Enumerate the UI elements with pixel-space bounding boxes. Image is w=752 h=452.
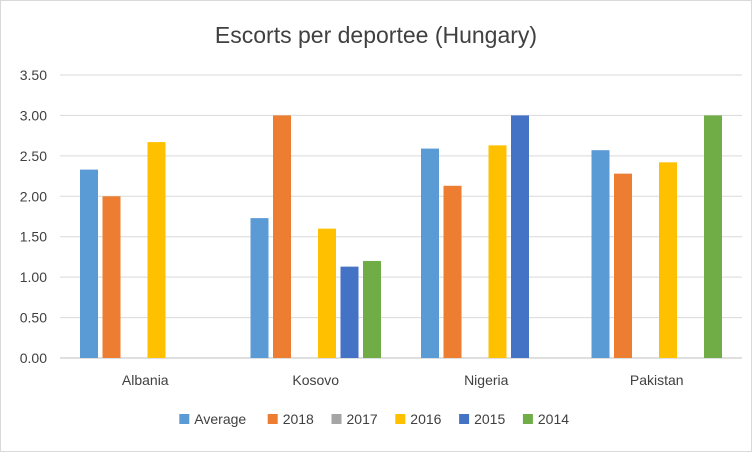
bar-pakistan-2016 [659, 162, 677, 358]
y-tick-label: 0.00 [20, 350, 47, 366]
bars [80, 115, 722, 358]
x-tick-label: Nigeria [464, 372, 509, 388]
legend-swatch [331, 414, 342, 424]
legend-swatch [267, 414, 278, 424]
bar-nigeria-2015 [511, 115, 529, 358]
bar-kosovo-2015 [340, 266, 359, 358]
x-axis-ticks: Albania Kosovo Nigeria Pakistan [122, 372, 684, 388]
bar-pakistan-average [591, 150, 610, 358]
bar-nigeria-2018 [443, 185, 462, 358]
bar-kosovo-average [250, 218, 269, 358]
bar-kosovo-2014 [363, 260, 381, 358]
y-tick-label: 1.50 [20, 229, 47, 245]
bar-albania-average [80, 169, 98, 358]
y-tick-label: 3.50 [20, 67, 47, 83]
bar-nigeria-average [421, 148, 439, 358]
y-tick-label: 0.50 [20, 310, 47, 326]
bar-kosovo-2018 [273, 115, 291, 358]
bar-albania-2016 [147, 142, 166, 358]
y-tick-label: 1.00 [20, 269, 47, 285]
legend-label: 2014 [538, 411, 569, 427]
x-tick-label: Albania [122, 372, 169, 388]
legend-label: 2017 [347, 411, 378, 427]
legend-item-2016: 2016 [395, 411, 442, 427]
bar-nigeria-2016 [488, 145, 507, 358]
y-axis-ticks: 0.00 0.50 1.00 1.50 2.00 2.50 3.00 3.50 [20, 67, 47, 366]
bar-pakistan-2014 [704, 115, 722, 358]
legend: Average 2018 2017 2016 2015 2014 [179, 411, 569, 427]
legend-swatch [179, 414, 190, 424]
bar-kosovo-2016 [318, 228, 336, 358]
y-tick-label: 2.00 [20, 188, 47, 204]
x-tick-label: Pakistan [630, 372, 684, 388]
legend-item-2017: 2017 [331, 411, 378, 427]
legend-item-average: Average [179, 411, 246, 427]
legend-swatch [522, 414, 533, 424]
legend-item-2018: 2018 [267, 411, 314, 427]
legend-swatch [459, 414, 470, 424]
bar-pakistan-2018 [614, 173, 632, 358]
chart-title: Escorts per deportee (Hungary) [215, 22, 537, 48]
legend-item-2014: 2014 [522, 411, 569, 427]
legend-label: 2016 [410, 411, 441, 427]
legend-item-2015: 2015 [459, 411, 505, 427]
x-tick-label: Kosovo [292, 372, 339, 388]
legend-label: 2015 [474, 411, 505, 427]
y-tick-label: 3.00 [20, 107, 47, 123]
legend-swatch [395, 414, 406, 424]
legend-label: 2018 [283, 411, 314, 427]
bar-albania-2018 [102, 196, 121, 358]
y-tick-label: 2.50 [20, 148, 47, 164]
legend-label: Average [194, 411, 246, 427]
